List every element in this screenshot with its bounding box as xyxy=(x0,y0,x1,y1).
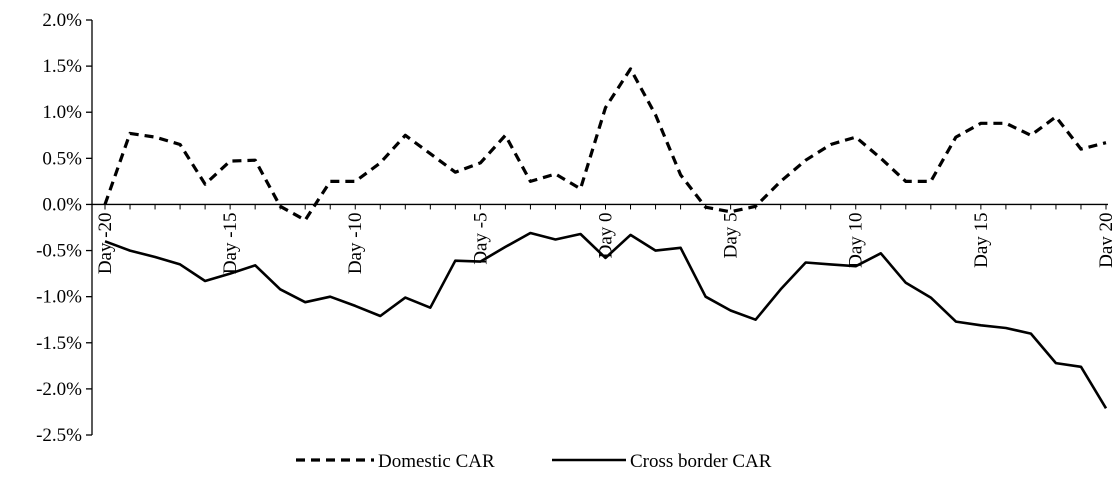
y-tick-label: -2.0% xyxy=(36,379,82,400)
x-tick-label: Day 10 xyxy=(846,212,867,267)
legend-label: Domestic CAR xyxy=(378,451,495,472)
y-axis: 2.0% 1.5% 1.0% 0.5% 0.0% -0.5% -1.0% -1.5% -2.0%… xyxy=(36,10,93,446)
x-axis: Day -20 Day -15 Day -10 Day -5 Day 0 Day 5 Day… xyxy=(92,203,1112,274)
y-tick-label: 1.5% xyxy=(42,56,82,77)
legend-item-domestic-car: Domestic CAR xyxy=(296,451,495,472)
x-tick-label: Day 20 xyxy=(1096,212,1112,267)
x-tick-label: Day -10 xyxy=(345,212,366,274)
y-tick-label: -1.0% xyxy=(36,287,82,308)
series-line-domestic-car xyxy=(103,67,1107,222)
x-tick-label: Day 15 xyxy=(971,212,992,267)
legend: Domestic CAR Cross border CAR xyxy=(296,451,772,472)
x-tick-label: Day -15 xyxy=(220,212,241,274)
y-tick-label: 2.0% xyxy=(42,10,82,31)
x-tick-label: Day -5 xyxy=(470,212,491,264)
y-tick-label: 0.0% xyxy=(42,194,82,215)
series-line-cross-border-car xyxy=(104,231,1108,409)
legend-label: Cross border CAR xyxy=(630,451,772,472)
y-tick-label: -2.5% xyxy=(36,425,82,446)
x-tick-label: Day 5 xyxy=(721,212,742,258)
x-tick-label: Day 0 xyxy=(596,212,617,258)
y-tick-label: 0.5% xyxy=(42,148,82,169)
series-lines xyxy=(103,67,1108,409)
x-tick-label: Day -20 xyxy=(95,212,116,274)
y-tick-label: 1.0% xyxy=(42,102,82,123)
y-tick-label: -0.5% xyxy=(36,241,82,262)
y-tick-label: -1.5% xyxy=(36,333,82,354)
legend-item-cross-border-car: Cross border CAR xyxy=(552,451,772,472)
